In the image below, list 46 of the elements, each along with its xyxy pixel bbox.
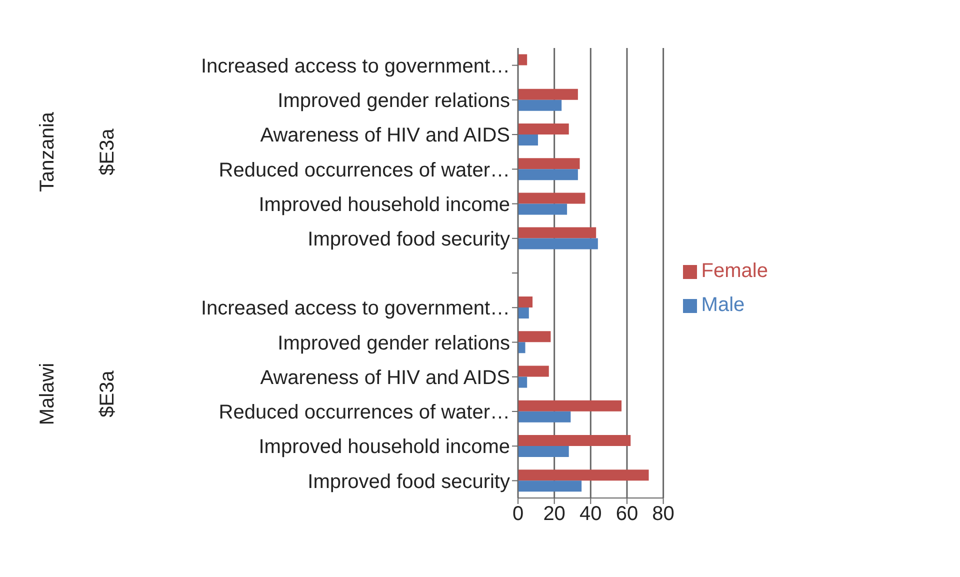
bar	[518, 342, 526, 354]
y-tick-label: Improved gender relations	[278, 90, 510, 112]
bar	[518, 446, 569, 457]
bar	[518, 204, 568, 215]
y-tick-label: Improved gender relations	[278, 332, 510, 354]
text: $E3a	[96, 370, 120, 418]
x-tick-label: 0	[512, 503, 524, 526]
x-tick-label: 40	[580, 503, 602, 526]
bar	[518, 227, 596, 238]
bar	[518, 134, 538, 146]
bar	[518, 411, 571, 422]
text: Malawi	[36, 363, 60, 426]
x-tick-label: 80	[652, 503, 674, 526]
bar	[518, 308, 529, 319]
bar	[518, 100, 562, 111]
y-tick-label: Improved household income	[258, 194, 510, 216]
legend-label: Female	[701, 260, 768, 282]
bar	[518, 54, 528, 66]
bar	[518, 376, 528, 388]
bar	[518, 435, 631, 446]
legend-label: Male	[701, 294, 745, 316]
bar	[518, 296, 533, 308]
text: $E3a	[96, 128, 120, 176]
y-tick-label: Improved food security	[308, 228, 510, 250]
bar	[518, 470, 649, 481]
bar	[518, 480, 582, 492]
bar	[518, 169, 578, 180]
bar	[518, 238, 598, 250]
y-tick-label: Awareness of HIV and AIDS	[260, 366, 510, 389]
bar	[518, 331, 551, 342]
text: Tanzania	[36, 112, 60, 192]
y-tick-label: Improved food security	[308, 470, 510, 493]
bar	[518, 192, 586, 204]
bar	[518, 366, 549, 377]
y-tick-label: Awareness of HIV and AIDS	[260, 124, 510, 147]
y-tick-label: Reduced occurrences of water…	[218, 402, 510, 424]
x-tick-label: 20	[543, 503, 566, 526]
x-tick-label: 60	[616, 503, 638, 526]
y-tick-label: Reduced occurrences of water…	[218, 159, 510, 182]
y-tick-label: Improved household income	[258, 436, 510, 458]
bar	[518, 123, 569, 134]
bar	[518, 158, 580, 170]
bar	[518, 88, 578, 100]
y-tick-label: Increased access to government…	[200, 55, 510, 78]
bar	[518, 400, 622, 412]
y-tick-label: Increased access to government…	[200, 298, 510, 320]
